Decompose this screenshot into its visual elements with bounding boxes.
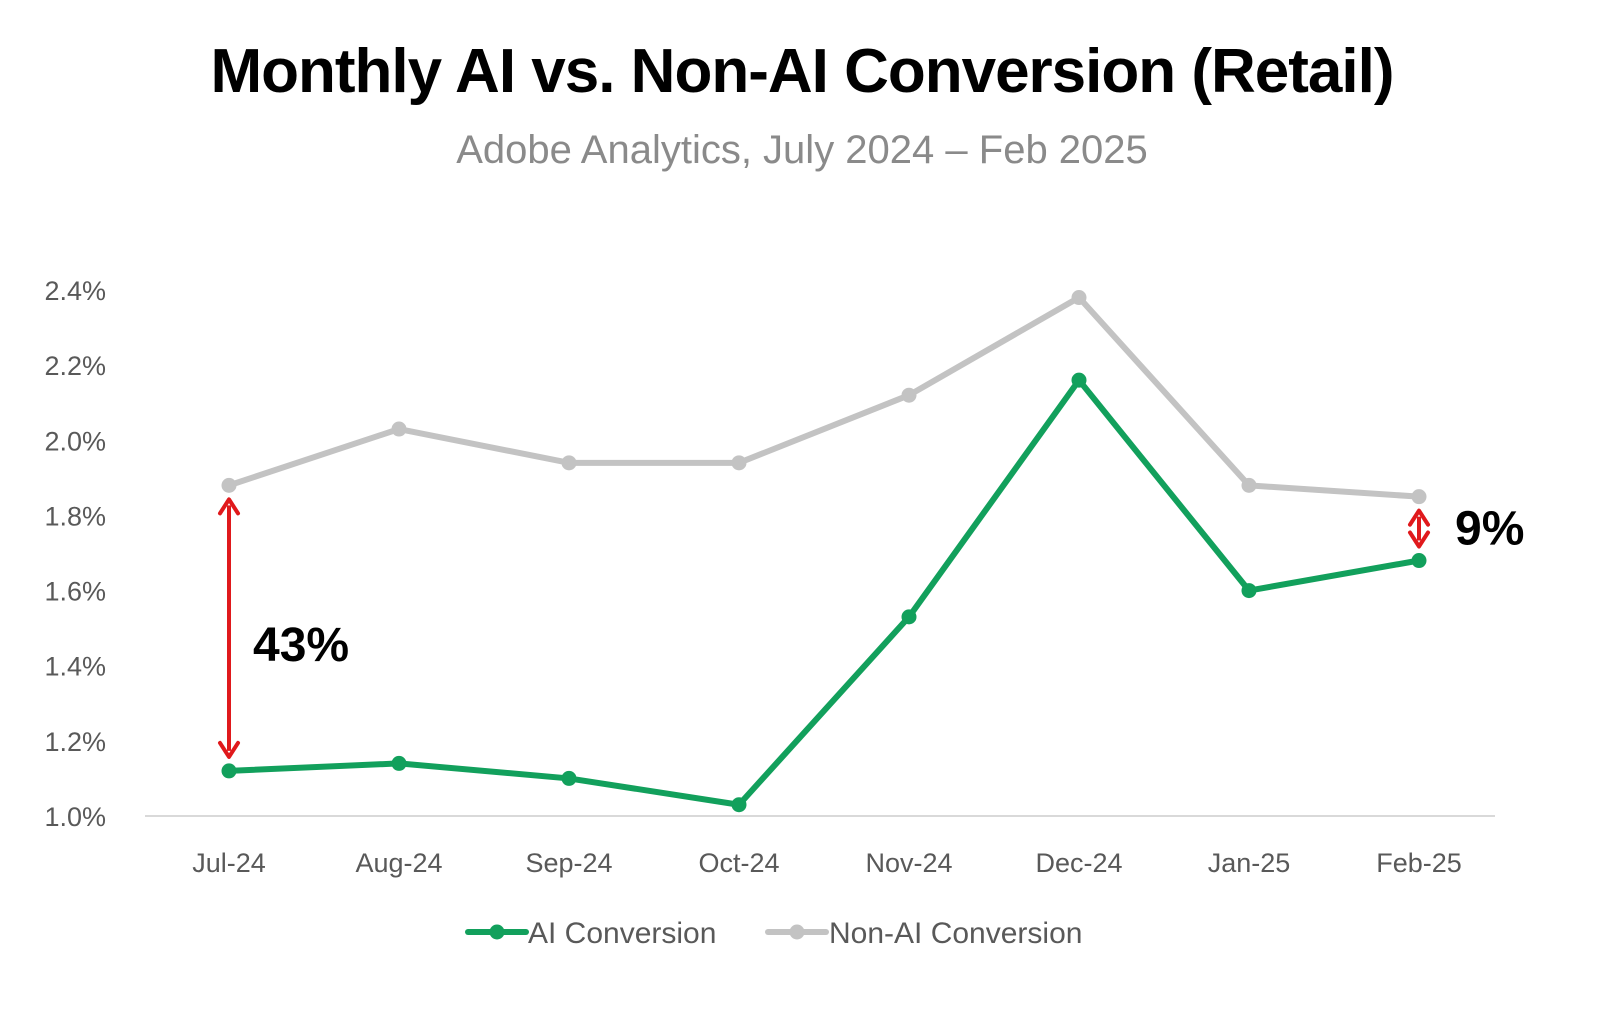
annotation-layer: 43% 9% [218,497,1524,759]
non-ai-conversion-point [561,455,577,471]
non-ai-conversion-line [226,294,1422,500]
y-tick-label: 1.2% [44,727,106,757]
x-tick-label: Nov-24 [865,848,952,878]
y-tick-label: 1.0% [44,802,106,832]
non-ai-conversion-point [391,421,407,437]
gap-arrow-head-up [1408,508,1430,527]
chart-title: Monthly AI vs. Non-AI Conversion (Retail… [210,37,1395,106]
x-tick-label: Sep-24 [525,848,612,878]
y-tick-label: 1.8% [44,501,106,531]
ai-conversion-point [221,763,237,779]
ai-conversion-point [731,797,747,813]
gap-label: 9% [1455,503,1524,556]
non-ai-conversion-point [1241,477,1257,493]
ai-conversion-point [901,609,917,625]
y-tick-label: 2.0% [44,426,106,456]
legend-swatch-marker [789,924,805,940]
non-ai-conversion-point [1071,290,1087,306]
non-ai-conversion-point [901,387,917,403]
ai-conversion-point [1241,583,1257,599]
non-ai-conversion-point [731,455,747,471]
gap-annotation: 43% [218,497,349,759]
gap-annotation: 9% [1408,503,1524,556]
legend-label: Non-AI Conversion [829,917,1082,950]
legend-item-non-ai-conversion: Non-AI Conversion [765,917,1082,950]
series-non-ai-conversion [221,290,1427,505]
gap-arrow-head-down [1408,530,1430,549]
gap-arrow-head-up [218,497,240,516]
non-ai-conversion-point [221,477,237,493]
ai-conversion-point [561,770,577,786]
series-ai-conversion [221,372,1427,813]
legend-label: AI Conversion [528,917,716,950]
ai-conversion-point [1071,372,1087,388]
legend-swatch-marker [489,924,505,940]
x-tick-label: Oct-24 [698,848,779,878]
ai-conversion-point [1411,553,1427,569]
x-tick-label: Aug-24 [355,848,442,878]
chart-subtitle: Adobe Analytics, July 2024 – Feb 2025 [456,128,1148,172]
series-layer [221,290,1427,813]
gap-arrow-head-down [218,740,240,759]
y-tick-label: 2.4% [44,276,106,306]
gap-label: 43% [253,619,349,672]
x-tick-label: Feb-25 [1376,848,1462,878]
y-tick-label: 1.4% [44,652,106,682]
ai-conversion-point [391,755,407,771]
ai-conversion-line [226,377,1422,808]
x-tick-label: Dec-24 [1035,848,1122,878]
legend-item-ai-conversion: AI Conversion [465,917,716,950]
x-tick-label: Jan-25 [1208,848,1291,878]
x-tick-label: Jul-24 [192,848,266,878]
non-ai-conversion-point [1411,489,1427,505]
legend: AI Conversion Non-AI Conversion [465,917,1082,950]
y-tick-label: 1.6% [44,577,106,607]
y-tick-label: 2.2% [44,351,106,381]
x-axis: Jul-24 Aug-24 Sep-24 Oct-24 Nov-24 Dec-24 Jan-… [145,815,1495,878]
y-axis: 1.0% 1.2% 1.4% 1.6% 1.8% 2.0% 2.2% 2.4% [44,276,106,832]
